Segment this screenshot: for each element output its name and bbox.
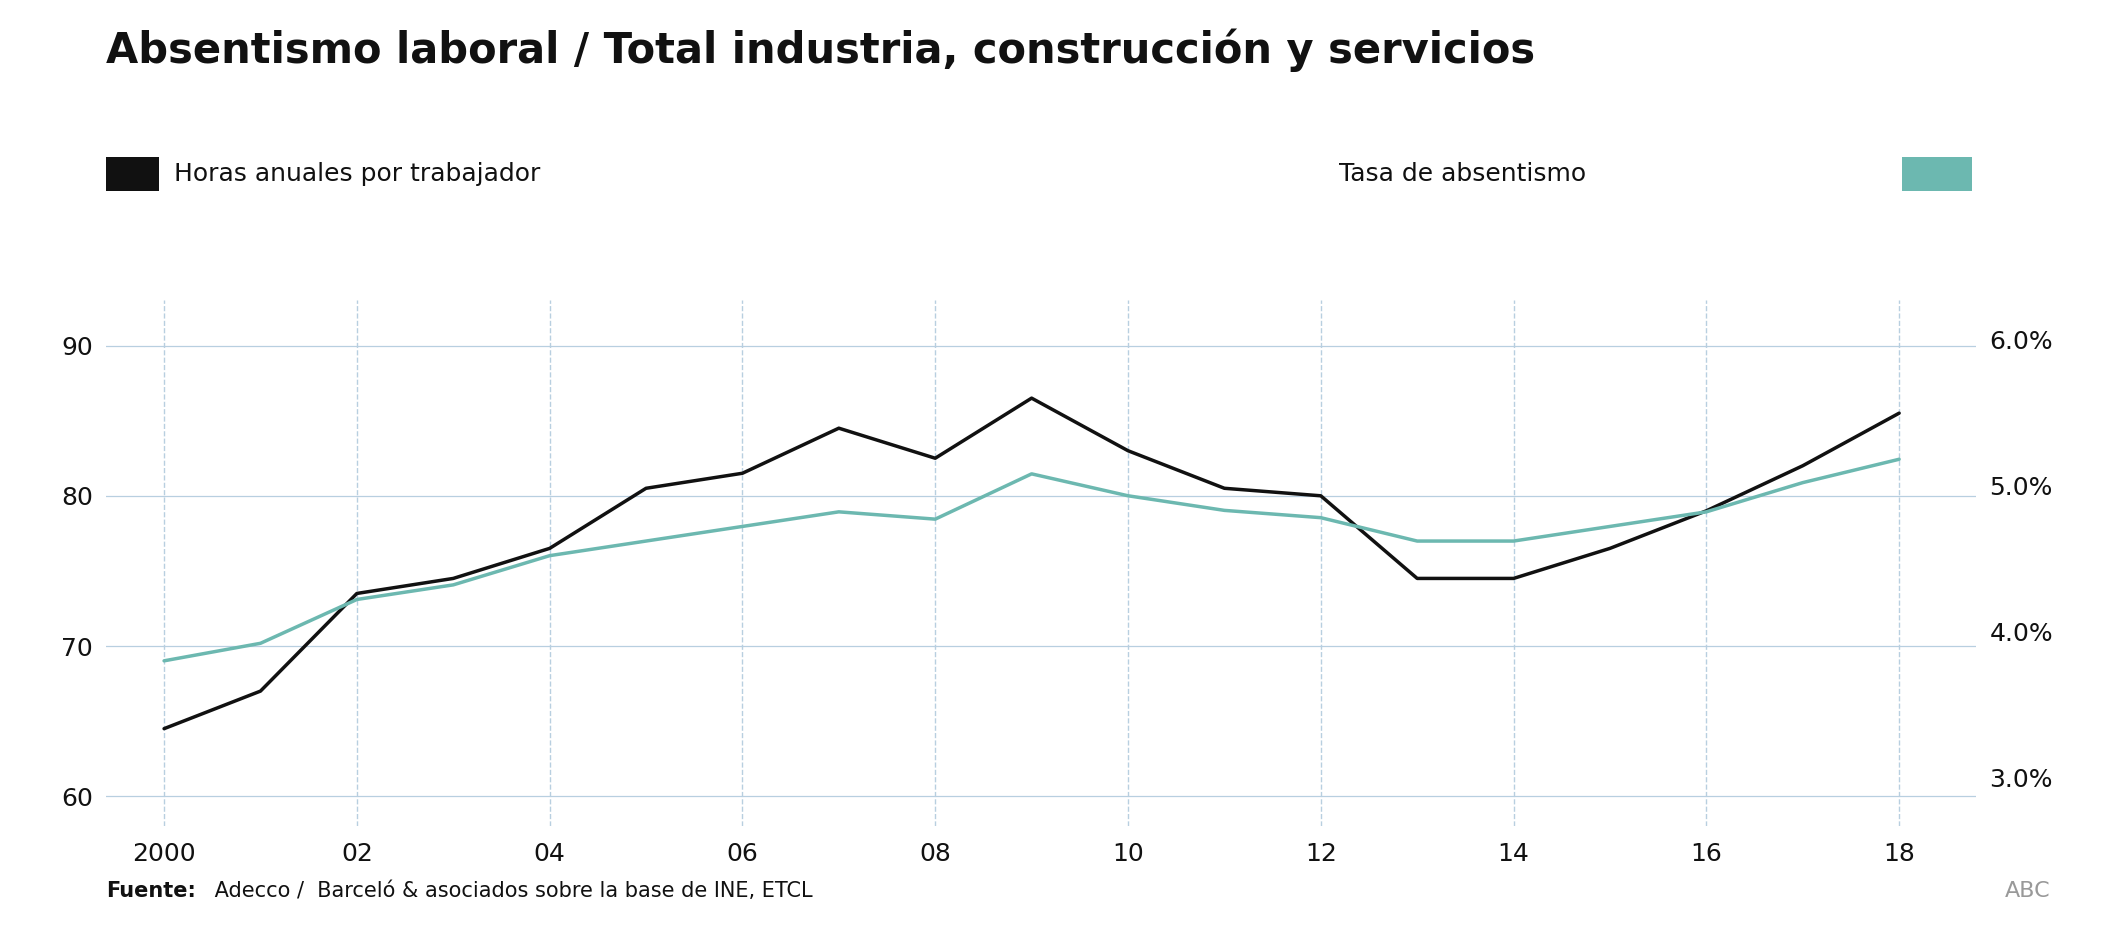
Text: ABC: ABC [2006, 882, 2051, 901]
Text: Fuente:: Fuente: [106, 882, 196, 901]
Text: Tasa de absentismo: Tasa de absentismo [1339, 162, 1585, 186]
Text: Absentismo laboral / Total industria, construcción y servicios: Absentismo laboral / Total industria, co… [106, 28, 1536, 71]
Text: Horas anuales por trabajador: Horas anuales por trabajador [174, 162, 540, 186]
Text: Adecco /  Barceló & asociados sobre la base de INE, ETCL: Adecco / Barceló & asociados sobre la ba… [208, 882, 814, 901]
